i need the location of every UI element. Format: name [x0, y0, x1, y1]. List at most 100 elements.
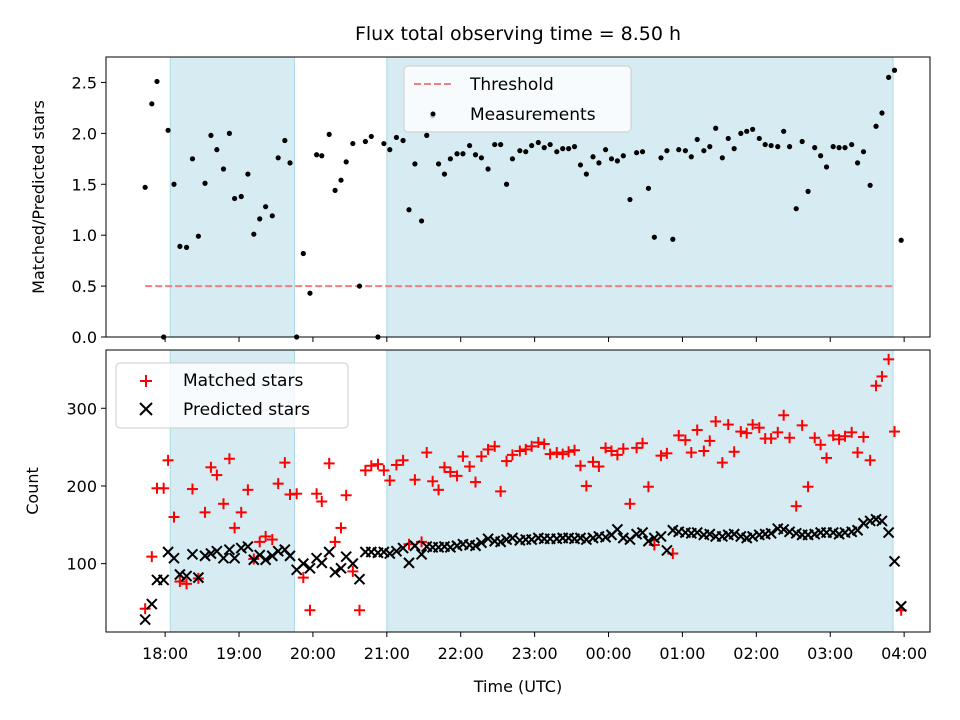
- top-y-axis-label: Matched/Predicted stars: [29, 100, 48, 294]
- matched-star-point: [631, 442, 643, 454]
- predicted-star-point: [186, 548, 199, 561]
- measurement-point: [275, 155, 281, 161]
- matched-star-point: [223, 453, 235, 465]
- measurement-point: [154, 78, 160, 85]
- matched-star-point: [427, 475, 439, 487]
- measurement-point: [670, 236, 676, 242]
- measurement-point: [381, 140, 387, 147]
- measurement-point: [472, 152, 479, 158]
- top-y-tick-label: 0.0: [72, 328, 97, 347]
- measurement-point: [590, 154, 596, 160]
- measurement-point: [867, 182, 873, 188]
- matched-star-point: [796, 419, 808, 431]
- matched-star-point: [365, 460, 377, 472]
- predicted-star-point: [304, 562, 316, 575]
- matched-star-point: [520, 443, 532, 455]
- matched-star-point: [181, 578, 193, 590]
- predicted-star-point: [648, 532, 661, 544]
- bottom-y-ticks: 100 200 300: [66, 399, 106, 574]
- x-tick-label: 18:00: [142, 644, 188, 663]
- top-x-ticks: [164, 337, 905, 342]
- bot-shaded-interval: [386, 349, 894, 633]
- predicted-star-point: [217, 552, 230, 564]
- measurement-point: [406, 207, 412, 213]
- measurement-point: [226, 130, 233, 136]
- matched-star-point: [580, 480, 592, 492]
- matched-star-point: [765, 433, 777, 445]
- matched-star-point: [802, 481, 814, 493]
- predicted-star-point: [765, 527, 777, 540]
- measurement-point: [202, 180, 208, 186]
- matched-star-point: [809, 432, 821, 444]
- measurement-point: [768, 142, 774, 149]
- measurement-point: [412, 161, 418, 167]
- legend-matched-swatch: [140, 375, 152, 387]
- x-tick-label: 23:00: [512, 644, 558, 663]
- predicted-star-point: [284, 550, 296, 562]
- matched-star-point: [704, 435, 716, 447]
- matched-star-point: [329, 536, 341, 548]
- matched-star-point: [457, 450, 469, 462]
- predicted-star-point: [888, 555, 901, 568]
- predicted-star-point: [199, 550, 211, 562]
- top-shaded-interval: [169, 56, 295, 338]
- matched-star-point: [790, 500, 802, 512]
- predicted-star-point: [580, 533, 593, 546]
- measurement-point: [282, 137, 288, 144]
- top-y-tick-label: 0.5: [72, 277, 97, 296]
- matched-star-point: [864, 454, 876, 466]
- bottom-y-axis-label: Count: [23, 467, 42, 515]
- measurement-point: [287, 160, 293, 166]
- matched-star-point: [648, 539, 660, 551]
- measurement-point: [560, 146, 566, 152]
- measurement-point: [719, 155, 725, 161]
- matched-star-point: [728, 446, 740, 458]
- predicted-star-point: [272, 545, 284, 557]
- measurement-point: [793, 206, 799, 212]
- top-y-tick-label: 2.0: [72, 124, 97, 143]
- measurement-point: [775, 144, 781, 150]
- x-tick-label: 00:00: [585, 644, 631, 663]
- matched-star-point: [162, 454, 174, 466]
- measurement-point: [517, 148, 523, 154]
- measurement-point: [142, 184, 148, 190]
- measurement-point: [466, 142, 473, 149]
- matched-star-point: [347, 565, 359, 577]
- matched-star-point: [772, 426, 784, 438]
- measurement-point: [762, 141, 768, 148]
- measurement-point: [627, 196, 633, 203]
- measurement-point: [879, 110, 885, 116]
- measurement-point: [873, 123, 879, 129]
- measurement-point: [447, 156, 453, 162]
- measurement-point: [836, 145, 842, 151]
- predicted-star-point: [335, 562, 347, 575]
- matched-star-point: [323, 457, 335, 469]
- matched-star-point: [778, 409, 790, 421]
- matched-star-point: [438, 461, 450, 473]
- predicted-star-point: [691, 526, 703, 539]
- predicted-star-point: [259, 554, 272, 566]
- matched-star-point: [821, 452, 833, 464]
- matched-star-point: [716, 457, 728, 469]
- legend-measurements-swatch: [430, 111, 436, 117]
- matched-star-point: [279, 457, 291, 469]
- measurement-point: [509, 156, 516, 162]
- measurement-point: [460, 151, 466, 157]
- measurement-point: [651, 234, 657, 240]
- matched-star-point: [735, 426, 747, 438]
- bottom-legend: Matched stars Predicted stars: [115, 362, 349, 429]
- measurement-point: [891, 67, 898, 73]
- measurement-point: [387, 147, 393, 153]
- bot-y-tick-label: 200: [66, 477, 97, 496]
- measurement-point: [694, 136, 700, 143]
- predicted-star-point: [228, 552, 241, 564]
- measurement-point: [645, 185, 652, 191]
- measurement-point: [492, 141, 498, 148]
- measurement-point: [368, 133, 374, 140]
- matched-star-point: [506, 449, 518, 461]
- measurement-point: [756, 135, 762, 142]
- measurement-point: [441, 171, 448, 177]
- matched-star-point: [526, 440, 538, 452]
- x-tick-label: 01:00: [659, 644, 705, 663]
- measurement-point: [338, 177, 344, 183]
